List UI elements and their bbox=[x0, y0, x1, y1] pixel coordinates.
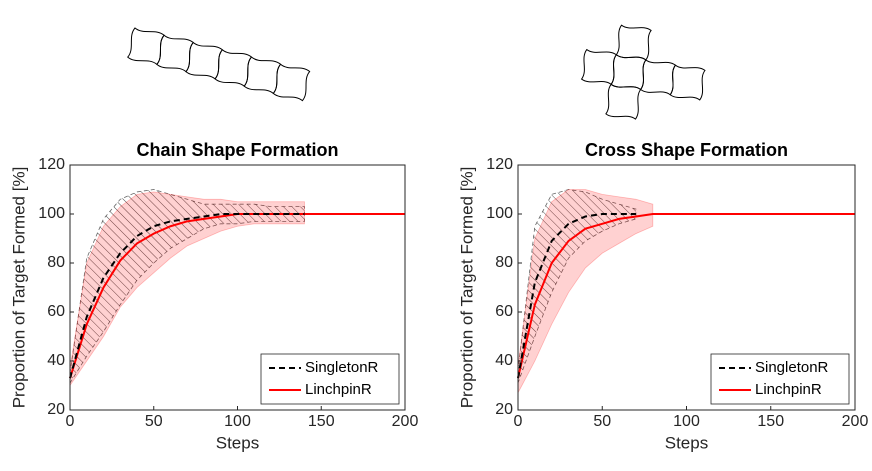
cross-shape bbox=[579, 23, 708, 122]
legend-label: SingletonR bbox=[305, 359, 379, 376]
y-tick-label: 20 bbox=[495, 401, 513, 418]
series-line bbox=[517, 213, 855, 379]
chart-title: Cross Shape Formation bbox=[585, 140, 788, 160]
series-line bbox=[517, 213, 636, 379]
y-tick-label: 60 bbox=[47, 303, 65, 320]
x-tick-label: 100 bbox=[673, 413, 700, 430]
legend-label: SingletonR bbox=[755, 359, 829, 376]
y-tick-label: 100 bbox=[38, 205, 65, 222]
x-tick-label: 100 bbox=[224, 413, 251, 430]
x-tick-label: 0 bbox=[66, 413, 75, 430]
band bbox=[69, 191, 305, 387]
y-tick-label: 80 bbox=[47, 254, 65, 271]
y-tick-label: 60 bbox=[495, 303, 513, 320]
x-tick-label: 150 bbox=[308, 413, 335, 430]
chain-shape bbox=[125, 25, 312, 103]
legend-box bbox=[710, 353, 850, 405]
legend-label: LinchpinR bbox=[305, 381, 372, 398]
y-tick-label: 120 bbox=[38, 156, 65, 173]
y-tick-label: 120 bbox=[486, 156, 513, 173]
legend-label: LinchpinR bbox=[755, 381, 822, 398]
y-tick-label: 100 bbox=[486, 205, 513, 222]
x-tick-label: 0 bbox=[514, 413, 523, 430]
chart-title: Chain Shape Formation bbox=[136, 140, 338, 160]
x-tick-label: 200 bbox=[392, 413, 419, 430]
x-tick-label: 150 bbox=[757, 413, 784, 430]
x-axis-label: Steps bbox=[665, 433, 708, 452]
band bbox=[69, 189, 305, 385]
y-tick-label: 40 bbox=[47, 352, 65, 369]
y-tick-label: 40 bbox=[495, 352, 513, 369]
y-axis-label: Proportion of Target Formed [%] bbox=[457, 167, 476, 409]
x-tick-label: 50 bbox=[593, 413, 611, 430]
y-axis-label: Proportion of Target Formed [%] bbox=[9, 167, 28, 409]
x-axis-label: Steps bbox=[216, 433, 259, 452]
x-tick-label: 200 bbox=[842, 413, 869, 430]
legend-box bbox=[260, 353, 400, 405]
series-line bbox=[69, 213, 305, 379]
x-tick-label: 50 bbox=[145, 413, 163, 430]
y-tick-label: 80 bbox=[495, 254, 513, 271]
y-tick-label: 20 bbox=[47, 401, 65, 418]
band bbox=[517, 189, 637, 384]
